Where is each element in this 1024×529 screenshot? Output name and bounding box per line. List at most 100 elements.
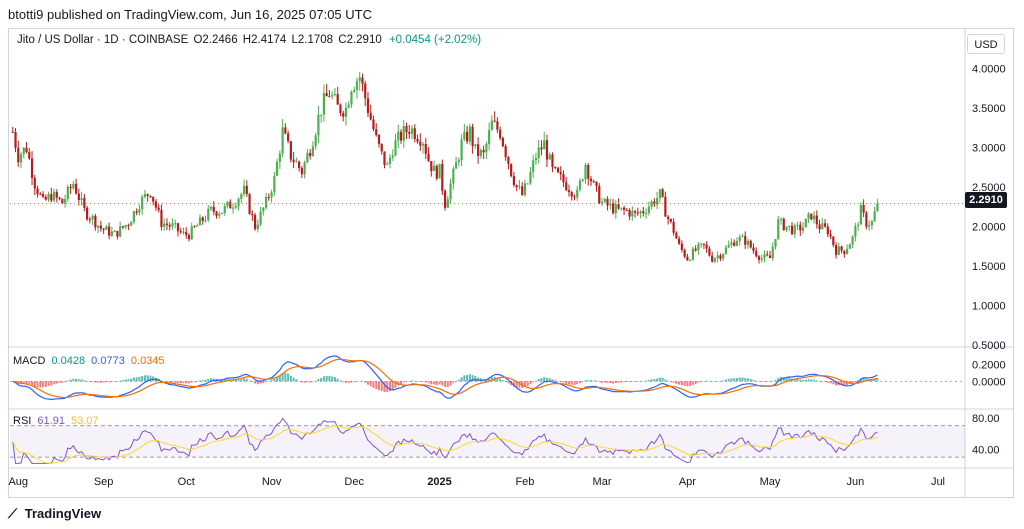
candle-up — [234, 206, 237, 208]
candle-down — [44, 196, 47, 200]
candle-down — [50, 194, 53, 201]
macd-histogram-bar — [121, 379, 124, 382]
rsi-tick-label: 80.00 — [972, 413, 1000, 425]
candle-up — [727, 244, 730, 248]
macd-histogram-bar — [108, 381, 111, 383]
macd-histogram-bar — [320, 378, 323, 382]
rsi-legend: RSI 61.91 53.07 — [13, 415, 99, 427]
candle-up — [644, 213, 648, 215]
candle-up — [97, 225, 100, 228]
candle-down — [766, 254, 769, 256]
candle-down — [336, 94, 339, 105]
candle-up — [273, 175, 276, 193]
macd-histogram-bar — [573, 381, 576, 385]
candle-down — [752, 247, 755, 251]
tradingview-icon: ⟋ — [8, 506, 18, 521]
macd-histogram-bar — [705, 380, 708, 382]
macd-histogram-bar — [245, 378, 248, 382]
tradingview-logo[interactable]: ⟋ TradingView — [8, 506, 101, 522]
macd-histogram-bar — [545, 377, 548, 382]
macd-histogram-bar — [523, 381, 526, 387]
macd-histogram-bar — [176, 381, 179, 384]
macd-histogram-bar — [466, 375, 469, 382]
candle-down — [466, 131, 469, 142]
candle-up — [700, 243, 703, 245]
macd-histogram-bar — [468, 374, 471, 382]
candle-up — [812, 215, 816, 220]
macd-histogram-bar — [391, 381, 394, 391]
macd-histogram-bar — [435, 381, 438, 386]
macd-histogram-bar — [358, 380, 361, 382]
rsi-band — [10, 425, 965, 458]
time-tick-label: Sep — [94, 476, 114, 488]
candle-up — [485, 143, 488, 153]
macd-histogram-bar — [336, 378, 339, 382]
macd-line-value: 0.0773 — [91, 355, 125, 367]
candle-down — [669, 219, 672, 222]
candle-down — [840, 246, 843, 251]
macd-histogram-bar — [342, 381, 345, 383]
macd-histogram-bar — [55, 381, 58, 384]
macd-histogram-bar — [232, 379, 235, 382]
macd-histogram-bar — [490, 377, 493, 382]
candle-down — [592, 181, 595, 183]
macd-histogram-bar — [66, 380, 69, 382]
candle-down — [744, 236, 747, 245]
candle-down — [749, 240, 752, 248]
candle-down — [377, 134, 381, 144]
price-tick-label: 2.5000 — [972, 182, 1006, 194]
macd-histogram-bar — [185, 381, 188, 384]
macd-histogram-bar — [138, 376, 141, 382]
candle-up — [713, 258, 717, 262]
candle-up — [760, 258, 763, 260]
macd-histogram-bar — [97, 381, 100, 383]
candle-down — [834, 245, 838, 255]
candle-down — [790, 225, 794, 235]
candle-down — [342, 113, 345, 117]
macd-histogram-bar — [873, 378, 876, 382]
candle-up — [91, 215, 94, 220]
candle-up — [220, 212, 224, 214]
candle-up — [807, 213, 810, 219]
macd-histogram-bar — [507, 381, 510, 384]
macd-histogram-bar — [691, 381, 694, 385]
macd-histogram-bar — [33, 381, 36, 387]
candle-up — [771, 246, 774, 259]
candle-up — [859, 204, 862, 225]
candle-up — [801, 227, 805, 231]
macd-histogram-bar — [529, 381, 532, 385]
candle-down — [39, 193, 42, 195]
macd-histogram-bar — [366, 381, 369, 385]
macd-histogram-bar — [818, 381, 821, 382]
candle-up — [163, 223, 166, 227]
price-tick-label: 4.0000 — [972, 64, 1006, 76]
candle-down — [611, 203, 615, 214]
candle-up — [639, 211, 642, 214]
macd-histogram-bar — [680, 381, 683, 386]
macd-histogram-bar — [240, 379, 243, 382]
candle-up — [138, 209, 141, 213]
candle-down — [361, 77, 364, 84]
candle-down — [284, 127, 287, 134]
currency-button[interactable]: USD — [967, 34, 1005, 54]
low-value: L2.1708 — [291, 34, 334, 46]
candle-up — [763, 254, 766, 259]
candle-down — [823, 223, 827, 227]
candle-up — [320, 114, 323, 116]
candle-down — [565, 182, 568, 191]
macd-histogram-bar — [584, 380, 587, 382]
candle-up — [534, 157, 538, 161]
candle-down — [229, 201, 232, 209]
macd-histogram-bar — [452, 381, 455, 384]
macd-histogram-bar — [455, 381, 458, 382]
candle-down — [499, 129, 502, 139]
macd-histogram-bar — [829, 381, 832, 384]
candle-down — [818, 224, 821, 230]
candle-down — [664, 196, 667, 217]
candle-down — [589, 178, 593, 182]
candle-down — [339, 104, 342, 114]
macd-histogram-bar — [587, 380, 590, 382]
macd-histogram-bar — [127, 379, 130, 382]
candle-down — [829, 234, 832, 237]
